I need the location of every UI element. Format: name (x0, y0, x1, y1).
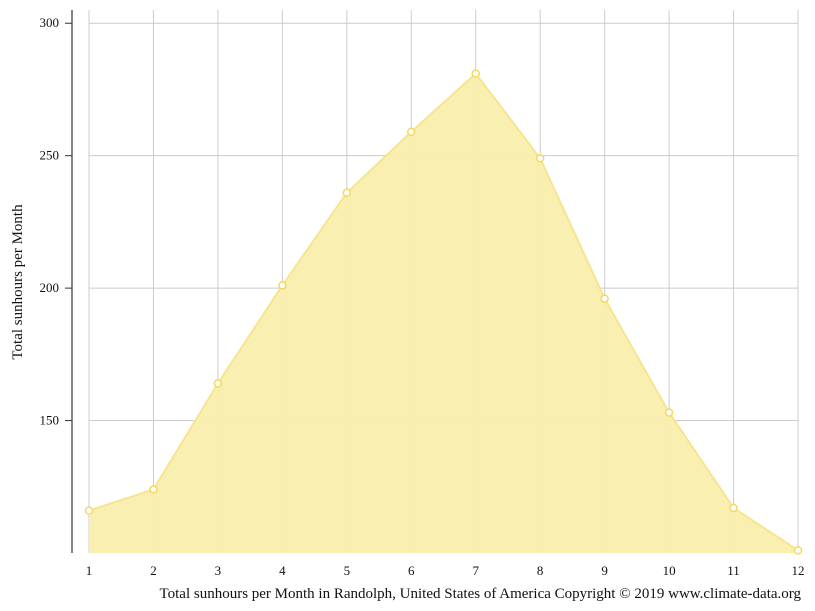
x-tick-label-8: 8 (537, 563, 544, 578)
x-tick-label-6: 6 (408, 563, 415, 578)
data-point-10[interactable] (664, 408, 674, 417)
x-tick-label-3: 3 (215, 563, 222, 578)
y-tick-label-200: 200 (40, 280, 60, 295)
chart-caption: Total sunhours per Month in Randolph, Un… (160, 586, 802, 602)
x-tick-label-7: 7 (472, 563, 479, 578)
data-point-5[interactable] (342, 188, 352, 198)
y-tick-label-300: 300 (40, 15, 60, 30)
x-tick-label-4: 4 (279, 563, 286, 578)
data-point-1[interactable] (84, 506, 94, 515)
y-axis-ticks: 150 200 250 300 (40, 15, 72, 428)
x-tick-label-5: 5 (344, 563, 351, 578)
y-tick-label-150: 150 (40, 413, 60, 428)
data-point-7[interactable] (471, 69, 480, 78)
data-point-9[interactable] (600, 294, 609, 303)
x-tick-label-12: 12 (792, 563, 805, 578)
data-point-3[interactable] (213, 379, 223, 388)
data-point-2[interactable] (149, 485, 158, 494)
x-axis-ticks: 1 2 3 4 5 6 7 8 9 10 11 12 (86, 563, 805, 578)
x-tick-label-2: 2 (150, 563, 157, 578)
x-tick-label-9: 9 (601, 563, 608, 578)
data-points (84, 69, 803, 555)
data-point-4[interactable] (278, 281, 287, 290)
data-point-12[interactable] (793, 546, 803, 555)
x-tick-label-11: 11 (727, 563, 740, 578)
x-tick-label-10: 10 (663, 563, 676, 578)
y-axis-title: Total sunhours per Month (10, 204, 26, 360)
data-point-8[interactable] (535, 154, 545, 163)
sunhours-area-fill (89, 73, 798, 553)
data-point-6[interactable] (407, 127, 416, 137)
data-point-11[interactable] (729, 503, 738, 513)
x-tick-label-1: 1 (86, 563, 93, 578)
y-tick-label-250: 250 (40, 148, 60, 163)
sunhours-series-line (88, 72, 799, 552)
